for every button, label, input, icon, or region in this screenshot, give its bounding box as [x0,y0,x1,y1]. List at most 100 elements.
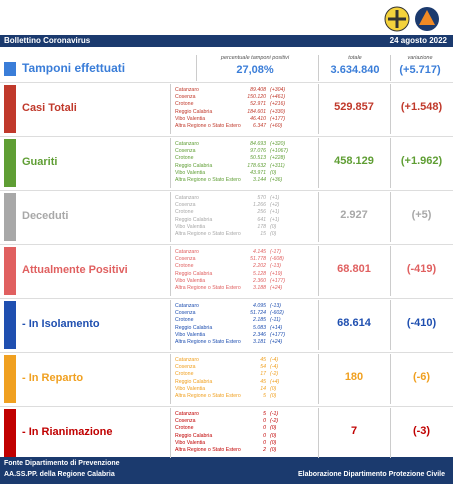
province-value: 0 [263,418,266,425]
separator [170,408,171,458]
separator [390,55,391,81]
section-label: Attualmente Positivi [22,264,128,276]
separator [170,300,171,350]
separator [390,138,391,188]
province-change: (+177) [270,331,286,338]
province-change: (+24) [270,285,283,291]
province-change: (0) [270,231,277,237]
province: Reggio Calabria [175,432,213,439]
col-header: percentuale tamponi positivi [220,55,290,61]
separator [390,84,391,134]
province-change: (+320) [270,141,286,147]
province: Reggio Calabria [175,324,213,331]
province: Vibo Valentia [175,331,206,338]
province-value: 52.971 [250,101,266,108]
separator [318,55,319,81]
province-change: (+36) [270,177,283,183]
section-label: Guariti [22,156,58,168]
change: (+5) [411,209,432,221]
province: Vibo Valentia [175,439,206,446]
province-value: 0 [263,439,266,446]
province-value: 51.778 [250,256,266,263]
province-change: (0) [270,432,277,439]
separator [318,246,319,296]
col-header: variazione [407,55,433,61]
section-label: Deceduti [22,210,69,222]
province-value: 2.185 [253,317,266,324]
total: 2.927 [340,209,368,221]
province-change: (0) [270,439,277,446]
separator [318,408,319,458]
change: (-6) [412,371,431,383]
province: Altra Regione o Stato Estero [175,231,241,237]
province-value: 1.266 [253,202,266,209]
color-tab [4,139,16,187]
separator [170,84,171,134]
separator [390,354,391,404]
separator [390,192,391,242]
total: 3.634.840 [330,64,380,76]
province-change: (-13) [270,263,281,270]
color-tab [4,409,16,457]
province: Cosenza [175,94,196,101]
province: Cosenza [175,310,196,317]
province-change: (-13) [270,303,281,309]
province-change: (-11) [270,317,281,324]
province: Altra Regione o Stato Estero [175,447,241,453]
change: (-3) [412,425,431,437]
section-border [0,244,453,245]
separator [170,192,171,242]
province-value: 2.346 [253,331,266,338]
province-change: (+461) [270,94,286,101]
separator [390,408,391,458]
province-change: (+2) [270,202,280,209]
separator [318,138,319,188]
province: Crotone [175,101,194,108]
province-value: 0 [263,425,266,432]
province-change: (+177) [270,115,286,122]
province-change: (+228) [270,155,286,162]
separator [170,138,171,188]
province-value: 14 [260,385,266,392]
source: Fonte Dipartimento di Prevenzione [4,460,120,467]
change: (-419) [406,263,437,275]
province: Cosenza [175,256,196,263]
province: Crotone [175,317,194,324]
province-change: (+177) [270,277,286,284]
province-value: 45 [260,357,266,363]
province-change: (0) [270,447,277,453]
section-border [0,352,453,353]
percent: 27,08% [236,64,274,76]
bar-title: Bollettino Coronavirus [4,36,91,45]
province-change: (+24) [270,339,283,345]
change: (-410) [406,317,437,329]
section-label: - In Isolamento [22,318,100,330]
province-value: 2 [263,447,266,453]
province-change: (+14) [270,324,283,331]
province: Vibo Valentia [175,169,206,176]
province-value: 5.083 [253,324,266,331]
color-tab [4,247,16,295]
province-value: 5 [263,411,266,417]
province-value: 15 [260,231,266,237]
province: Vibo Valentia [175,223,206,230]
province-value: 256 [257,209,266,216]
province: Catanzaro [175,357,199,363]
province: Vibo Valentia [175,385,206,392]
province-change: (-602) [270,310,284,317]
province-value: 5.128 [253,270,266,277]
row-label: Tamponi effettuati [22,61,126,75]
province-change: (-2) [270,371,279,378]
total: 458.129 [334,155,374,167]
province-value: 50.513 [250,155,266,162]
section-label: - In Reparto [22,372,84,384]
province-value: 3.181 [253,339,266,345]
province: Catanzaro [175,87,199,93]
section-label: - In Rianimazione [22,426,113,438]
province: Cosenza [175,202,196,209]
province: Cosenza [175,364,196,371]
total: 68.801 [337,263,371,275]
province: Reggio Calabria [175,162,213,169]
logos [384,6,439,32]
section-border [0,136,453,137]
